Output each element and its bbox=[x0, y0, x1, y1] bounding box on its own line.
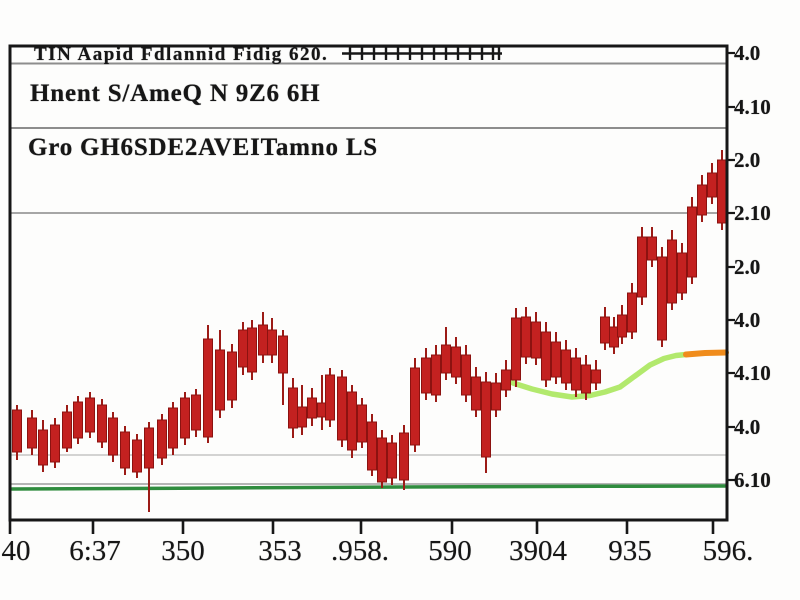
candle-body bbox=[367, 421, 377, 471]
chart-header-line-3: Gro GH6SDE2AVEITamno LS bbox=[28, 134, 378, 161]
candle-body bbox=[541, 331, 551, 381]
candle-body bbox=[717, 159, 727, 224]
chart-header-line-1: TIN Aapid Fdlannid Fidig 620. bbox=[34, 44, 329, 65]
candle-body bbox=[227, 351, 237, 401]
candle-body bbox=[431, 354, 441, 396]
x-axis-tick-label: 40 bbox=[1, 535, 31, 567]
candle-body bbox=[357, 404, 367, 443]
flat-green-ma bbox=[10, 484, 727, 491]
candle-body bbox=[551, 341, 561, 378]
candle-body bbox=[157, 419, 167, 459]
candle-body bbox=[278, 335, 288, 374]
candle-body bbox=[561, 349, 571, 384]
candle-body bbox=[85, 397, 95, 433]
x-axis-tick-label: 3904 bbox=[509, 535, 567, 567]
candle-body bbox=[481, 381, 491, 458]
x-axis-tick-label: 596. bbox=[702, 535, 754, 567]
y-axis-tick-label: 4.10 bbox=[734, 361, 771, 385]
x-axis-tick-label: 6:37 bbox=[69, 535, 121, 567]
candle-body bbox=[288, 387, 298, 429]
candle-body bbox=[677, 252, 687, 294]
candle-body bbox=[647, 236, 657, 261]
candle-body bbox=[617, 314, 627, 338]
candle-body bbox=[258, 324, 268, 356]
candle-body bbox=[377, 437, 387, 483]
candle-body bbox=[687, 206, 697, 278]
candle-body bbox=[637, 236, 647, 298]
candle-body bbox=[471, 376, 481, 411]
y-axis-tick-label: 2.0 bbox=[734, 255, 761, 279]
y-axis-tick-label: 2.0 bbox=[734, 148, 761, 172]
candle-body bbox=[461, 354, 471, 396]
candle-body bbox=[387, 442, 397, 479]
candle-body bbox=[667, 239, 677, 304]
candle-body bbox=[73, 401, 83, 439]
candle-body bbox=[38, 429, 48, 466]
candle-body bbox=[247, 327, 257, 373]
candle-body bbox=[347, 391, 357, 451]
candle-body bbox=[600, 316, 610, 344]
y-axis-tick-label: 4.0 bbox=[734, 415, 761, 439]
candle-body bbox=[627, 292, 637, 333]
x-axis-tick-label: 590 bbox=[428, 535, 472, 567]
candle-body bbox=[27, 417, 37, 449]
candle-body bbox=[581, 364, 591, 394]
candle-body bbox=[325, 374, 335, 421]
candle-body bbox=[571, 357, 581, 391]
candle-body bbox=[697, 184, 707, 216]
x-axis-tick-label: 353 bbox=[258, 535, 302, 567]
candle-body bbox=[399, 432, 409, 481]
candle-body bbox=[307, 397, 317, 419]
y-axis-tick-label: 4.10 bbox=[734, 95, 771, 119]
candle-body bbox=[97, 404, 107, 443]
y-axis-tick-label: 6.10 bbox=[734, 468, 771, 492]
candle-body bbox=[62, 411, 72, 449]
fast-ma-green bbox=[510, 351, 689, 400]
x-axis-tick-label: 935 bbox=[608, 535, 652, 567]
candle-body bbox=[421, 357, 431, 394]
candle-body bbox=[180, 397, 190, 439]
candle-body bbox=[168, 407, 178, 449]
candle-body bbox=[501, 369, 511, 391]
candle-body bbox=[191, 394, 201, 431]
y-axis-tick-label: 2.10 bbox=[734, 201, 771, 225]
x-axis-tick-label: 350 bbox=[161, 535, 205, 567]
candle-body bbox=[451, 346, 461, 378]
x-axis-tick-label: .958. bbox=[331, 535, 389, 567]
plot-frame bbox=[8, 44, 729, 522]
candle-body bbox=[511, 317, 521, 381]
candle-body bbox=[491, 382, 501, 411]
candle-body bbox=[12, 409, 22, 453]
fast-ma-orange bbox=[683, 349, 729, 358]
candle-body bbox=[657, 256, 667, 341]
candle-body bbox=[521, 316, 531, 358]
y-axis-tick-label: 4.0 bbox=[734, 41, 761, 65]
y-axis-tick-label: 4.0 bbox=[734, 308, 761, 332]
candle-body bbox=[591, 369, 601, 384]
candle-body bbox=[441, 344, 451, 374]
candle-body bbox=[144, 427, 154, 469]
candle-body bbox=[215, 349, 225, 411]
candle-body bbox=[132, 439, 142, 473]
candle-body bbox=[50, 424, 60, 463]
chart-header-line-2: Hnent S/AmeQ N 9Z6 6H bbox=[30, 80, 321, 107]
candle-body bbox=[203, 338, 213, 438]
candle-body bbox=[267, 329, 277, 356]
candle-body bbox=[531, 321, 541, 359]
candle-body bbox=[297, 406, 307, 428]
candle-body bbox=[707, 172, 717, 198]
candle-body bbox=[337, 376, 347, 441]
candle-body bbox=[108, 417, 118, 456]
candle-body bbox=[238, 329, 248, 368]
candle-body bbox=[120, 431, 130, 469]
candle-body bbox=[410, 367, 420, 446]
